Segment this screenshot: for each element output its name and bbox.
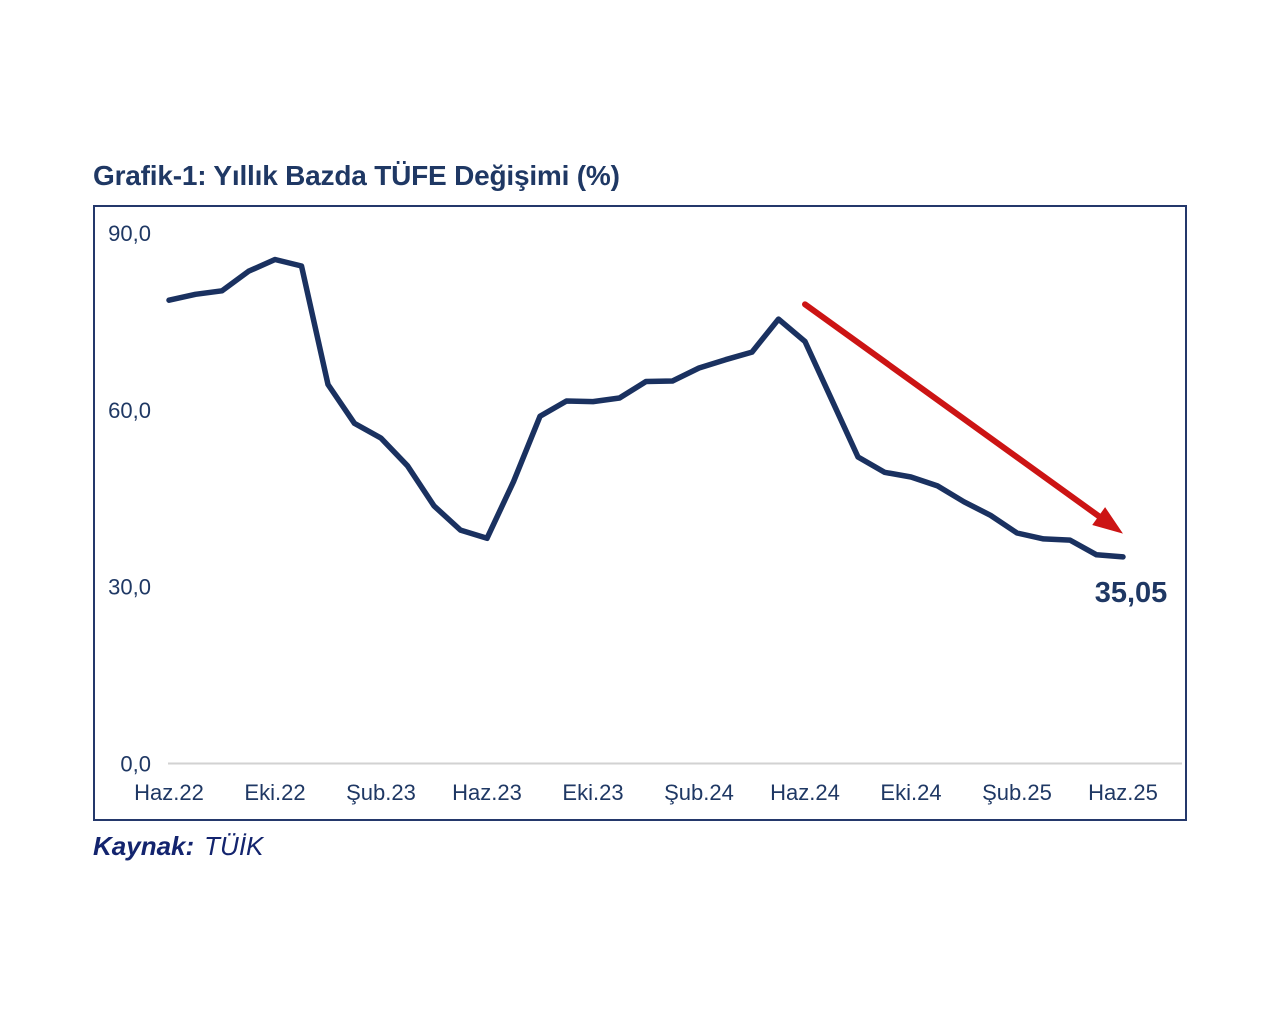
trend-arrow-head	[1092, 507, 1123, 534]
x-tick-label: Şub.25	[982, 780, 1052, 805]
source-note: Kaynak: TÜİK	[93, 831, 263, 862]
y-tick-label: 0,0	[120, 752, 151, 777]
source-value: TÜİK	[204, 831, 264, 861]
chart-frame: 0,0 30,0 60,0 90,0 Haz.22 Eki.22 Şub.23 Haz.23 E…	[93, 205, 1187, 821]
line-chart: 0,0 30,0 60,0 90,0 Haz.22 Eki.22 Şub.23 Haz.23 E…	[108, 221, 1182, 805]
x-tick-label: Eki.23	[562, 780, 623, 805]
chart-title: Grafik-1: Yıllık Bazda TÜFE Değişimi (%)	[93, 160, 620, 191]
x-tick-label: Haz.23	[452, 780, 522, 805]
end-value-label: 35,05	[1095, 577, 1168, 609]
x-tick-label: Haz.24	[770, 780, 840, 805]
data-line	[166, 256, 1126, 560]
x-tick-label: Haz.25	[1088, 780, 1158, 805]
x-tick-label: Haz.22	[134, 780, 204, 805]
y-tick-label: 60,0	[108, 398, 151, 423]
x-tick-label: Şub.24	[664, 780, 734, 805]
source-label: Kaynak:	[93, 831, 195, 861]
trend-arrow-line	[802, 301, 1107, 523]
x-tick-label: Eki.22	[244, 780, 305, 805]
y-tick-label: 30,0	[108, 575, 151, 600]
x-tick-label: Şub.23	[346, 780, 416, 805]
y-tick-label: 90,0	[108, 221, 151, 246]
x-tick-label: Eki.24	[880, 780, 941, 805]
